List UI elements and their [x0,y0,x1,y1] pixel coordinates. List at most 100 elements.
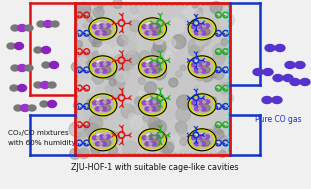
Ellipse shape [295,61,305,68]
Ellipse shape [290,78,300,85]
Ellipse shape [205,100,210,104]
Ellipse shape [285,61,295,68]
Ellipse shape [192,136,197,140]
Ellipse shape [142,20,164,37]
Ellipse shape [142,25,147,29]
Circle shape [130,9,138,17]
Circle shape [159,51,164,55]
Circle shape [155,60,163,68]
Ellipse shape [100,143,102,145]
Ellipse shape [145,107,150,111]
Ellipse shape [142,63,147,67]
Ellipse shape [105,24,110,28]
Circle shape [145,82,156,94]
Ellipse shape [199,135,204,139]
Circle shape [130,116,143,129]
Ellipse shape [142,96,164,113]
Circle shape [197,32,211,46]
Ellipse shape [100,32,102,34]
Ellipse shape [200,66,210,73]
Circle shape [225,18,230,23]
Circle shape [159,31,175,46]
Circle shape [203,3,213,13]
Ellipse shape [300,78,310,85]
Circle shape [109,79,116,86]
Text: ZJU-HOF-1 with suitable cage-like cavities: ZJU-HOF-1 with suitable cage-like caviti… [71,163,239,172]
Ellipse shape [199,108,202,110]
Ellipse shape [142,101,147,105]
Ellipse shape [155,62,160,66]
Circle shape [189,45,200,56]
Circle shape [128,64,134,70]
Circle shape [93,38,101,47]
Ellipse shape [149,62,154,66]
Ellipse shape [146,134,154,140]
Circle shape [179,129,188,138]
Ellipse shape [201,31,206,35]
Circle shape [105,85,112,92]
Circle shape [117,35,128,46]
Ellipse shape [200,28,210,35]
Circle shape [103,73,108,78]
Circle shape [96,61,105,71]
Circle shape [128,113,136,121]
Ellipse shape [263,68,273,75]
Circle shape [220,79,231,90]
Circle shape [73,123,77,128]
Ellipse shape [40,101,48,107]
Ellipse shape [15,43,24,50]
Ellipse shape [199,32,202,34]
Circle shape [156,133,168,145]
Ellipse shape [96,26,100,28]
Circle shape [75,41,82,48]
Circle shape [142,141,148,147]
Circle shape [193,101,205,114]
Ellipse shape [138,56,166,78]
Ellipse shape [105,62,110,66]
Ellipse shape [272,97,282,104]
Ellipse shape [17,84,26,91]
Circle shape [203,26,207,30]
Circle shape [175,71,182,77]
Circle shape [198,17,208,27]
Circle shape [198,91,207,100]
Circle shape [165,52,173,61]
Circle shape [113,0,123,9]
Circle shape [93,104,105,117]
Ellipse shape [195,134,203,140]
Circle shape [196,73,204,81]
Circle shape [148,117,161,130]
Ellipse shape [103,136,106,138]
Circle shape [83,24,87,28]
Circle shape [152,88,166,102]
Ellipse shape [199,143,202,145]
Ellipse shape [51,21,59,27]
Ellipse shape [7,43,15,49]
Circle shape [92,72,104,84]
Circle shape [209,97,217,105]
Ellipse shape [92,131,114,148]
Circle shape [176,107,190,122]
Ellipse shape [25,65,33,71]
Circle shape [114,75,126,87]
Ellipse shape [92,136,97,140]
Ellipse shape [37,21,45,27]
Ellipse shape [149,70,152,72]
Ellipse shape [92,96,114,113]
Circle shape [111,85,123,98]
Circle shape [177,95,191,110]
Circle shape [113,55,128,70]
Circle shape [116,72,126,82]
Ellipse shape [103,101,106,103]
Circle shape [153,40,166,53]
Ellipse shape [49,61,58,68]
Text: Pure CO gas: Pure CO gas [255,115,302,124]
Circle shape [89,32,101,44]
Circle shape [167,50,171,54]
Circle shape [217,71,229,83]
Circle shape [116,67,129,80]
Circle shape [100,53,109,61]
Circle shape [112,47,122,57]
Ellipse shape [149,24,154,28]
Circle shape [87,99,95,108]
